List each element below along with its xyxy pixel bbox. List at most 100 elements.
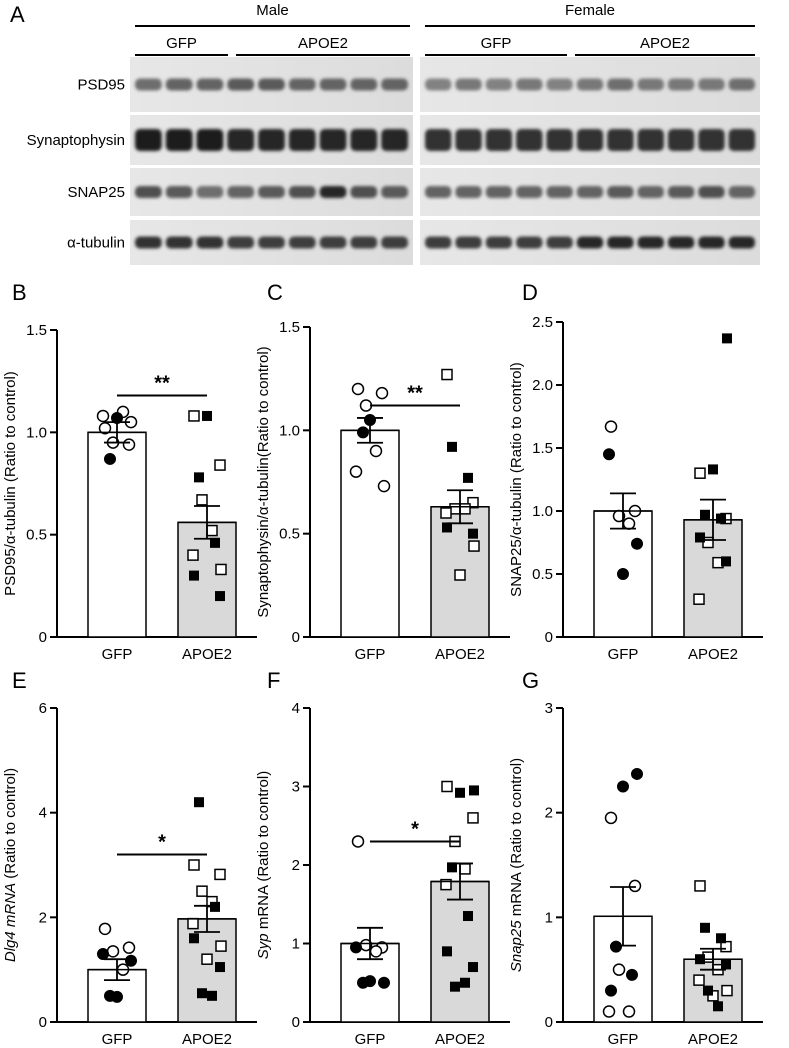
bar-apoe2 xyxy=(430,880,490,1023)
blot-band xyxy=(455,129,482,151)
data-point-filled xyxy=(215,962,225,973)
blot-band xyxy=(485,186,513,198)
blot-band xyxy=(227,236,255,249)
blot-band xyxy=(135,78,162,91)
condition-label: GFP xyxy=(166,35,197,52)
data-point-open xyxy=(96,409,110,423)
y-label-part: SNAP25/ xyxy=(508,534,525,597)
blot-band xyxy=(319,78,347,91)
data-point-open xyxy=(459,863,471,875)
y-tick-label: 1.0 xyxy=(279,422,300,439)
y-tick-label: 3 xyxy=(292,779,300,796)
blot-row-label: SNAP25 xyxy=(67,184,125,201)
blot-band xyxy=(485,129,513,151)
data-point-filled xyxy=(447,862,457,873)
data-point-open xyxy=(122,941,136,954)
y-axis-label: PSD95/α-tubulin (Ratio to control) xyxy=(2,371,19,596)
data-point-open xyxy=(187,549,199,561)
x-category-label: APOE2 xyxy=(688,1031,738,1048)
y-tick-label: 0 xyxy=(39,629,47,646)
y-label-greek: α xyxy=(255,506,272,515)
data-point-open xyxy=(375,386,389,400)
data-point-open xyxy=(122,438,136,451)
y-axis-label: Syp mRNA (Ratio to control) xyxy=(255,771,272,959)
panel-letter: G xyxy=(522,668,539,693)
blot-band xyxy=(546,236,573,249)
y-tick-label: 0 xyxy=(292,629,300,646)
y-label-part: Dlg4 mRNA xyxy=(2,883,19,962)
panel-letter: D xyxy=(522,280,538,305)
blot-band xyxy=(319,236,347,249)
y-axis-label: Dlg4 mRNA (Ratio to control) xyxy=(2,768,19,962)
data-point-filled xyxy=(631,537,643,550)
significance-marker: ** xyxy=(154,372,170,394)
data-point-open xyxy=(622,1005,636,1018)
x-category-label: APOE2 xyxy=(182,646,232,663)
blot-band xyxy=(288,129,316,151)
blot-band xyxy=(455,78,482,91)
data-point-open xyxy=(694,467,706,479)
blot-band xyxy=(425,236,452,249)
y-label-part: (Ratio to control) xyxy=(2,768,19,883)
blot-band xyxy=(667,78,695,91)
y-tick-label: 0.5 xyxy=(26,527,47,544)
data-point-open xyxy=(351,835,365,848)
data-point-open xyxy=(214,868,226,881)
data-point-filled xyxy=(202,410,212,421)
blot-band xyxy=(516,78,543,91)
data-point-filled xyxy=(617,780,629,793)
data-point-filled xyxy=(605,984,617,997)
blot-band xyxy=(546,78,573,91)
data-point-open xyxy=(359,399,373,412)
blot-band xyxy=(135,129,162,151)
data-point-filled xyxy=(695,532,705,543)
blot-band xyxy=(728,236,755,249)
data-point-open xyxy=(604,420,618,433)
y-tick-label: 1.5 xyxy=(26,322,47,339)
data-point-open xyxy=(369,945,383,958)
data-point-filled xyxy=(708,464,718,475)
y-label-greek: α xyxy=(508,526,525,535)
data-point-open xyxy=(628,879,642,893)
y-tick-label: 0.5 xyxy=(532,566,553,583)
x-category-label: APOE2 xyxy=(688,646,738,663)
data-point-open xyxy=(467,496,479,509)
blot-band xyxy=(546,186,573,198)
blot-rows: PSD95 Synaptophysin SNAP25 α-tubulin xyxy=(27,57,760,265)
blot-band xyxy=(350,236,378,249)
blot-band xyxy=(319,129,347,151)
data-point-filled xyxy=(455,787,465,798)
blot-band xyxy=(728,186,755,198)
blot-band xyxy=(425,78,452,91)
data-point-open xyxy=(693,593,705,605)
blot-band xyxy=(165,236,193,249)
y-label-part: -tubulin (Ratio to control) xyxy=(508,362,525,526)
blot-band xyxy=(258,186,285,198)
data-point-open xyxy=(702,536,714,549)
blot-band xyxy=(516,129,543,151)
y-label-part: PSD95/ xyxy=(2,543,19,596)
blot-band xyxy=(196,129,224,151)
y-label-greek: α xyxy=(2,535,19,544)
data-point-open xyxy=(612,963,626,976)
data-point-filled xyxy=(617,568,629,580)
chart-f: F 0 1 2 3 4 Syp mRNA (Ratio to control) GFP APOE… xyxy=(255,668,510,1048)
blot-band xyxy=(607,236,634,249)
data-point-open xyxy=(441,368,453,381)
data-point-filled xyxy=(469,785,479,796)
data-point-filled xyxy=(442,522,452,533)
blot-band xyxy=(607,78,634,91)
data-point-filled xyxy=(700,922,710,933)
data-point-open xyxy=(454,569,466,581)
blot-row-label: PSD95 xyxy=(77,77,125,94)
y-tick-label: 0.5 xyxy=(279,526,300,543)
blot-band xyxy=(350,78,378,91)
data-point-open xyxy=(440,878,452,891)
data-point-filled xyxy=(703,985,713,996)
x-category-label: GFP xyxy=(608,1031,639,1048)
x-category-label: APOE2 xyxy=(182,1031,232,1048)
blot-band xyxy=(381,129,408,151)
blot-band xyxy=(698,236,725,249)
x-category-label: APOE2 xyxy=(435,646,485,663)
